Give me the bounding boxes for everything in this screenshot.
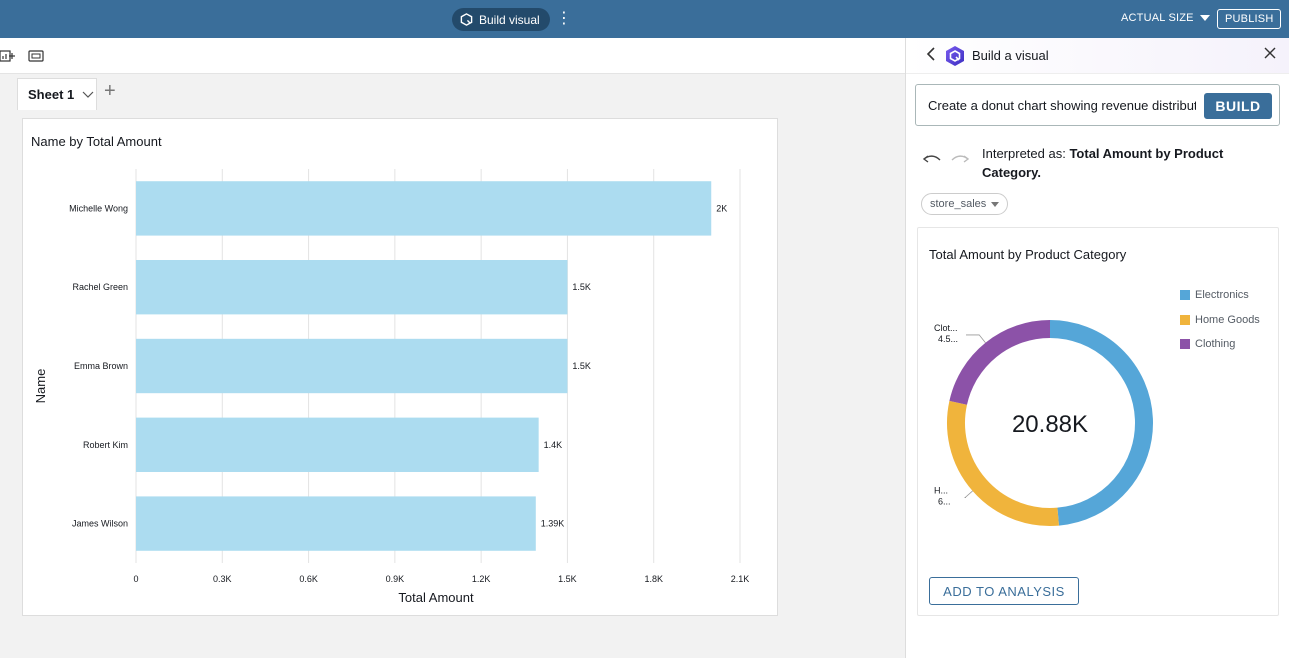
caret-down-icon (1199, 15, 1210, 21)
chevron-down-icon[interactable] (82, 91, 94, 99)
donut-chart: 20.88K Clot...4.5... H...6... (934, 320, 1153, 526)
bar-chart: 0 0.3K 0.6K 0.9K 1.2K 1.5K 1.8K 2.1K Michelle Wo… (33, 169, 750, 605)
q-logo-icon (460, 13, 473, 26)
bar (136, 417, 539, 472)
bar-data-label: 1.5K (572, 282, 591, 292)
sheet-tabs-bar: Sheet 1 + (0, 74, 905, 110)
add-visual-icon[interactable] (0, 48, 16, 64)
dataset-selector[interactable]: store_sales (921, 193, 1009, 215)
donut-legend: Electronics Home Goods Clothing (1180, 283, 1260, 357)
preview-title: Total Amount by Product Category (929, 247, 1127, 262)
bar (136, 338, 568, 394)
slice-label-value: 6... (938, 497, 951, 507)
legend-swatch (1180, 290, 1190, 301)
prompt-text[interactable]: Create a donut chart showing revenue dis… (928, 98, 1196, 113)
legend-swatch (1180, 339, 1190, 350)
build-button[interactable]: BUILD (1204, 93, 1272, 119)
slice-label-name: H... (934, 486, 948, 496)
legend-label: Home Goods (1195, 313, 1260, 326)
interpreted-prefix: Interpreted as: (982, 146, 1070, 161)
top-bar: Build visual ⋮ ACTUAL SIZE PUBLISH (0, 0, 1289, 38)
y-axis-title: Name (33, 369, 48, 404)
more-options-icon[interactable]: ⋮ (556, 10, 572, 27)
x-tick-label: 0.6K (299, 574, 318, 584)
x-tick-label: 2.1K (731, 574, 750, 584)
y-tick-label: Robert Kim (83, 440, 128, 450)
legend-swatch (1180, 314, 1190, 325)
x-tick-label: 1.5K (558, 574, 577, 584)
legend-label: Clothing (1195, 338, 1236, 351)
donut-slice (949, 320, 1051, 405)
x-tick-label: 0.9K (386, 574, 405, 584)
bar-data-label: 1.39K (541, 519, 565, 529)
legend-item[interactable]: Electronics (1180, 283, 1260, 308)
add-to-analysis-button[interactable]: ADD TO ANALYSIS (929, 577, 1079, 605)
donut-slice (1049, 320, 1153, 526)
visual-preview-card: Total Amount by Product Category 20.88K C… (917, 227, 1279, 616)
panel-header: Build a visual (906, 38, 1289, 74)
legend-item[interactable]: Clothing (1180, 332, 1260, 357)
y-tick-label: Rachel Green (72, 282, 128, 292)
sheet-tab-label: Sheet 1 (28, 87, 75, 102)
tab-sheet-1[interactable]: Sheet 1 (17, 78, 97, 110)
donut-slice (947, 400, 1059, 526)
y-tick-label: Emma Brown (74, 361, 128, 371)
slice-label-value: 4.5... (938, 334, 958, 344)
undo-icon[interactable] (922, 152, 941, 170)
x-tick-label: 0.3K (213, 574, 232, 584)
x-axis-title: Total Amount (398, 590, 474, 605)
donut-center-total: 20.88K (1012, 411, 1088, 438)
x-tick-label: 0 (133, 574, 138, 584)
analysis-toolbar (0, 38, 905, 74)
bar (136, 181, 712, 236)
build-visual-label: Build visual (479, 12, 540, 27)
panel-title: Build a visual (972, 48, 1049, 63)
back-chevron-icon[interactable] (926, 47, 936, 65)
bar-data-label: 2K (716, 203, 727, 213)
slice-leader-line (966, 334, 986, 343)
legend-label: Electronics (1195, 289, 1249, 302)
bar-chart-visual[interactable]: Name by Total Amount 0 0.3K 0.6K 0.9K 1.2K 1.… (22, 118, 778, 616)
interpreted-value: Total Amount by Product Category. (982, 146, 1224, 180)
slice-leader-line (964, 490, 973, 498)
legend-item[interactable]: Home Goods (1180, 308, 1260, 333)
add-sheet-icon[interactable]: + (104, 80, 116, 102)
build-visual-button[interactable]: Build visual (452, 8, 550, 31)
x-tick-label: 1.8K (644, 574, 663, 584)
publish-button[interactable]: PUBLISH (1217, 9, 1282, 29)
bar-data-label: 1.4K (544, 440, 563, 450)
slice-label-name: Clot... (934, 323, 958, 333)
caret-down-icon (991, 201, 1000, 207)
embed-icon[interactable] (28, 48, 44, 64)
y-tick-label: James Wilson (72, 519, 128, 529)
actual-size-dropdown[interactable]: ACTUAL SIZE (1121, 12, 1210, 24)
dataset-label: store_sales (930, 198, 987, 210)
bar (136, 260, 568, 315)
close-icon[interactable] (1264, 46, 1276, 64)
bar-data-label: 1.5K (572, 361, 591, 371)
redo-icon[interactable] (951, 152, 970, 170)
interpreted-as-text: Interpreted as: Total Amount by Product … (982, 144, 1272, 182)
x-tick-label: 1.2K (472, 574, 491, 584)
actual-size-label: ACTUAL SIZE (1121, 12, 1194, 24)
prompt-input[interactable]: Create a donut chart showing revenue dis… (915, 84, 1280, 126)
build-visual-panel: Build a visual Create a donut chart show… (905, 38, 1289, 658)
y-tick-label: Michelle Wong (69, 203, 128, 213)
visual-title: Name by Total Amount (31, 134, 162, 149)
amazon-q-logo-icon (946, 46, 964, 66)
bar (136, 496, 536, 551)
